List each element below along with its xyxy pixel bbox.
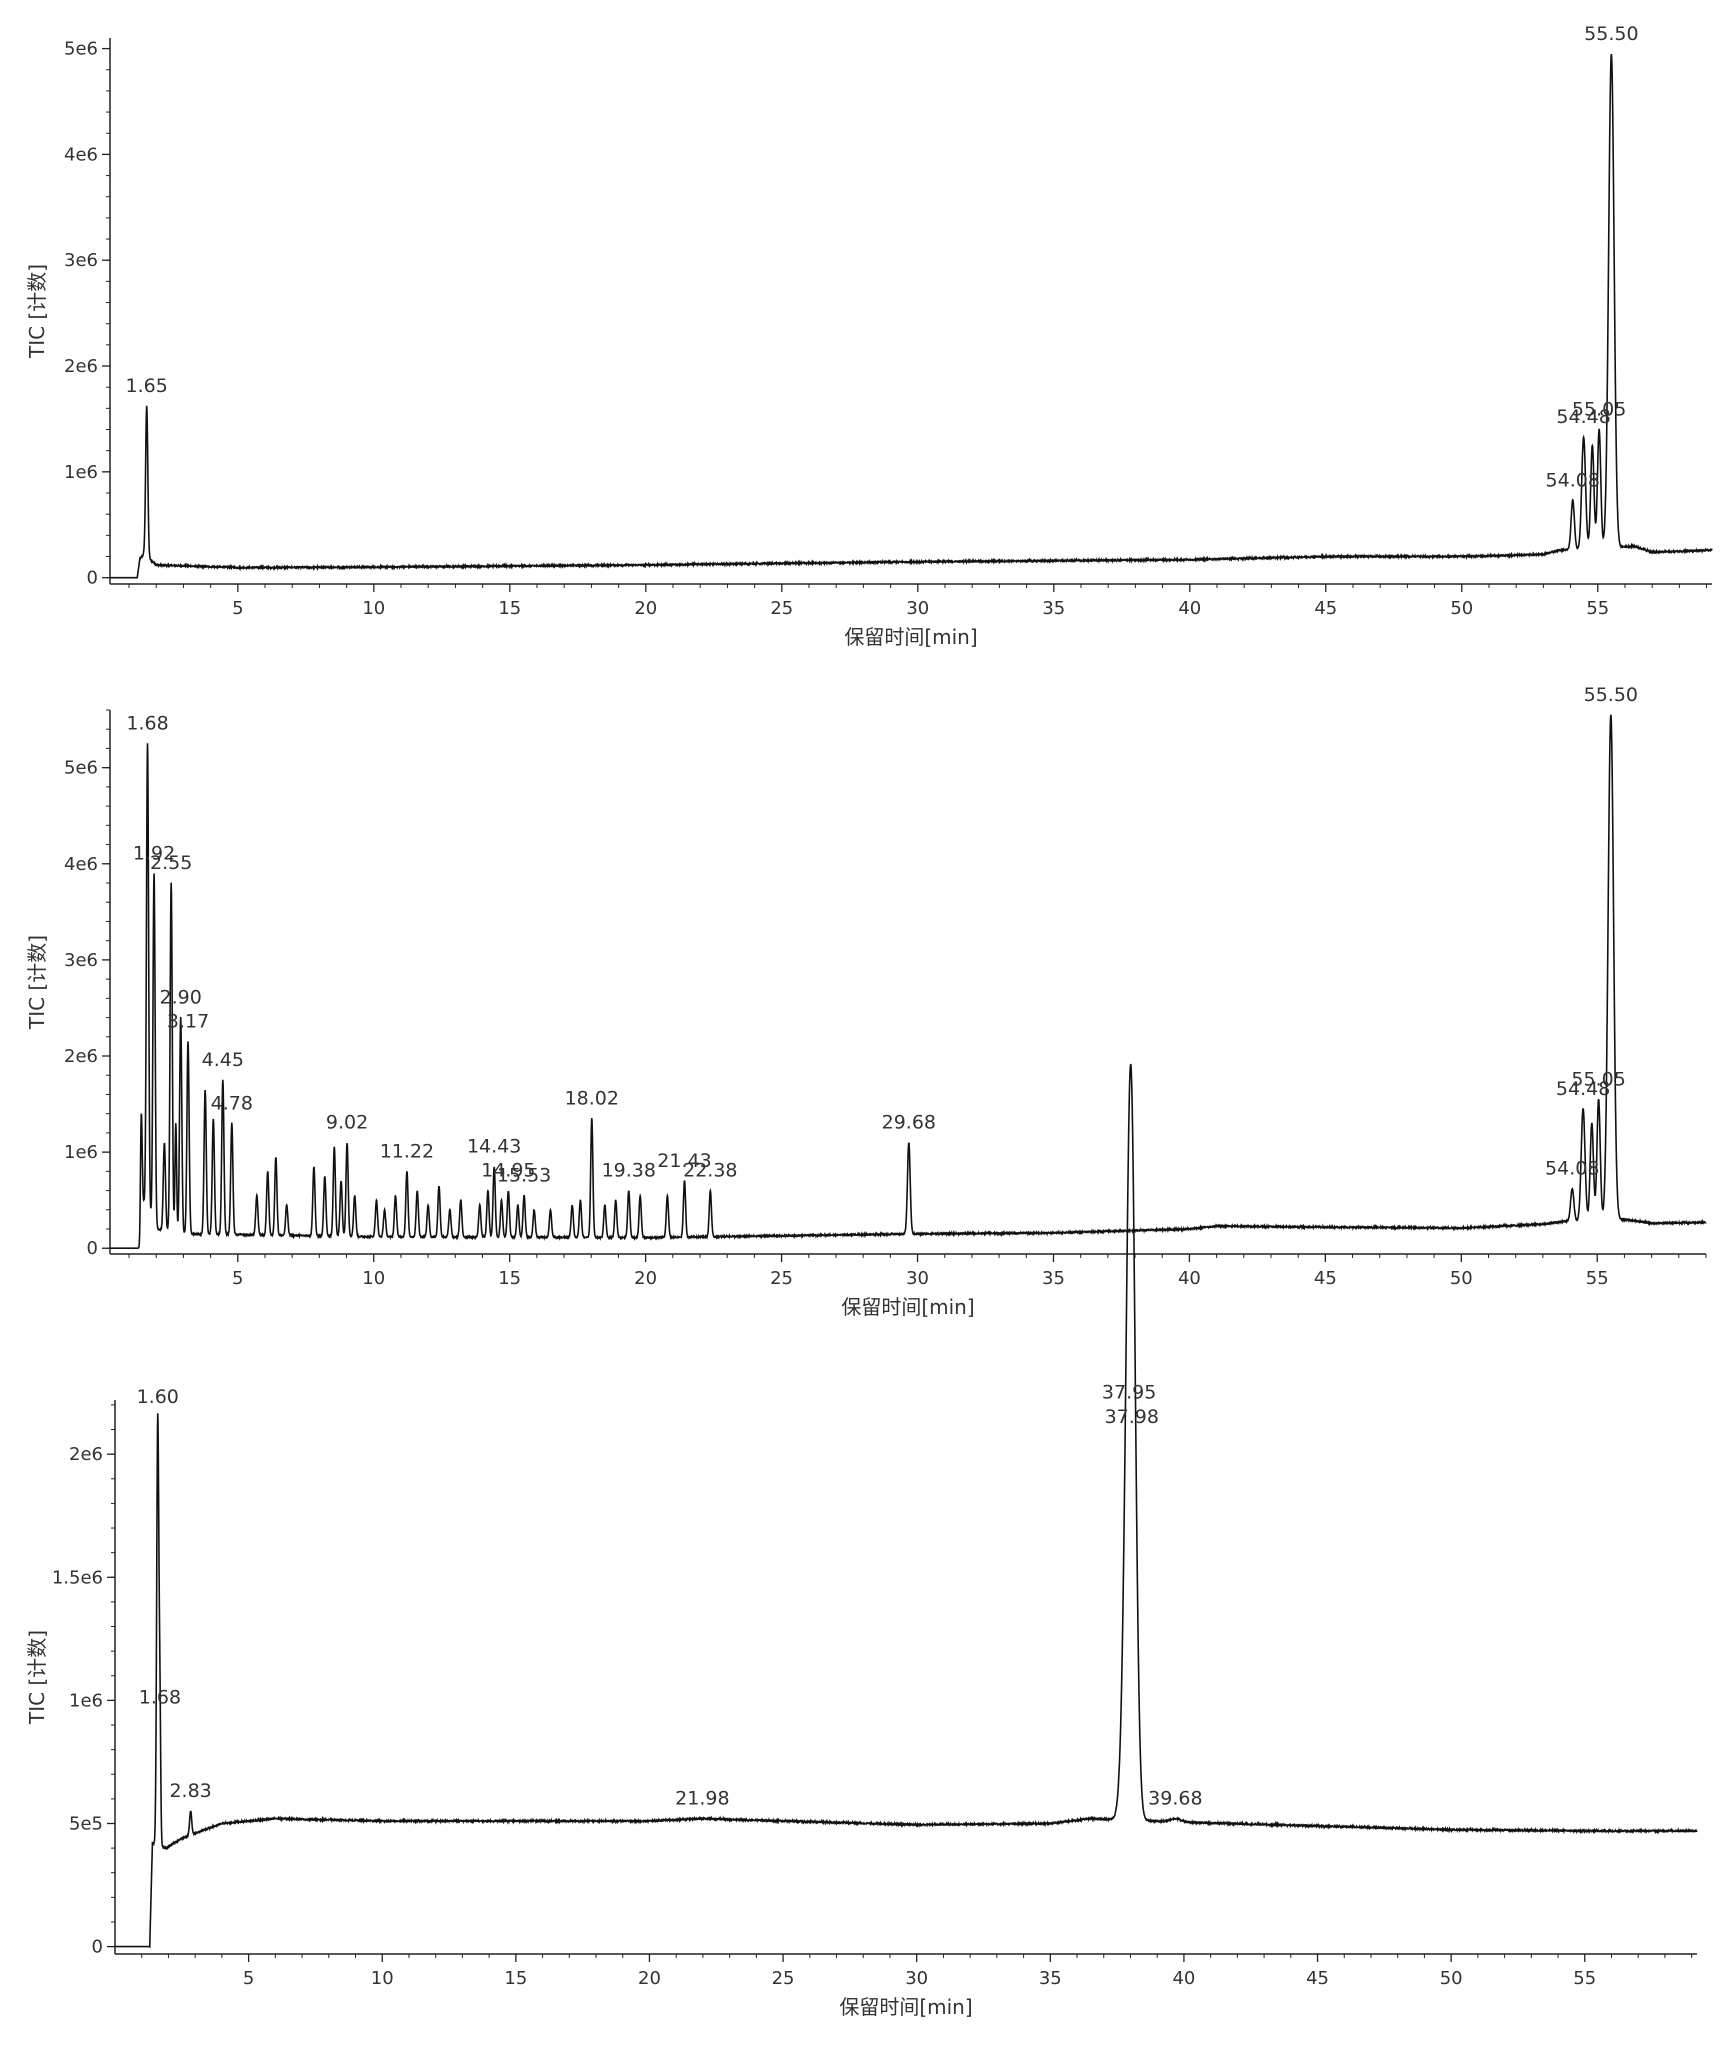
x-tick-label: 35 <box>1042 598 1065 619</box>
x-tick-label: 35 <box>1039 1968 1062 1989</box>
y-tick-label: 1e6 <box>64 1142 98 1163</box>
peak-label: 19.38 <box>602 1160 656 1182</box>
y-tick-label: 4e6 <box>64 854 98 875</box>
peak-label: 37.98 <box>1105 1406 1159 1428</box>
y-tick-label: 0 <box>87 568 98 589</box>
peak-label: 55.50 <box>1584 23 1638 45</box>
y-axis-title: TIC [计数] <box>25 935 49 1030</box>
x-axis-title: 保留时间[min] <box>844 625 977 649</box>
peak-label: 1.65 <box>126 375 168 397</box>
chromatogram-panel-3: 5 10 15 20 25 30 35 40 45 50 5505e51e61.5e62e6保留时间… <box>25 1063 1698 2019</box>
peak-label: 2.55 <box>150 852 192 874</box>
x-tick-label: 15 <box>498 598 521 619</box>
peak-label: 11.22 <box>380 1140 434 1162</box>
peak-label: 1.68 <box>139 1687 181 1709</box>
x-tick-label: 55 <box>1573 1968 1596 1989</box>
peak-label: 9.02 <box>326 1112 368 1134</box>
x-tick-label: 10 <box>371 1968 394 1989</box>
x-tick-label: 40 <box>1178 1268 1201 1289</box>
peak-label: 21.43 <box>657 1150 711 1172</box>
peak-label: 54.48 <box>1556 406 1610 428</box>
peak-label: 18.02 <box>565 1087 619 1109</box>
y-tick-label: 2e6 <box>64 1046 98 1067</box>
chromatogram-panel-2: 5 10 15 20 25 30 35 40 45 50 55 0 1e6 2e6 3e6 4e6 5e6 保留时… <box>25 684 1707 1319</box>
tic-trace-line <box>115 1063 1698 1949</box>
peak-label: 21.98 <box>675 1788 729 1810</box>
tic-trace-line <box>110 54 1713 579</box>
y-tick-label: 2e6 <box>64 356 98 377</box>
y-axis-title: TIC [计数] <box>25 1630 49 1725</box>
x-tick-label: 5 <box>243 1968 254 1989</box>
y-tick-label: 3e6 <box>64 250 98 271</box>
y-tick-label: 5e6 <box>64 39 98 60</box>
peak-label: 1.60 <box>137 1386 179 1408</box>
x-tick-label: 10 <box>362 598 385 619</box>
peak-label: 2.83 <box>169 1780 211 1802</box>
x-tick-label: 30 <box>905 1968 928 1989</box>
x-tick-label: 50 <box>1450 1268 1473 1289</box>
x-tick-label: 35 <box>1042 1268 1065 1289</box>
peak-label: 39.68 <box>1148 1788 1202 1810</box>
x-tick-label: 25 <box>770 1268 793 1289</box>
x-tick-label: 5 <box>232 598 243 619</box>
peak-label: 15.53 <box>497 1164 551 1186</box>
y-axis-title: TIC [计数] <box>25 264 49 359</box>
peak-label: 14.95 <box>481 1160 535 1182</box>
y-tick-label: 1.5e6 <box>52 1567 103 1588</box>
peak-label: 55.05 <box>1571 1068 1625 1090</box>
peak-label: 54.08 <box>1546 469 1600 491</box>
x-axis-title: 保留时间[min] <box>841 1295 974 1319</box>
y-tick-label: 1e6 <box>64 462 98 483</box>
peak-label: 14.43 <box>467 1136 521 1158</box>
peak-label: 55.05 <box>1572 399 1626 421</box>
x-tick-label: 15 <box>504 1968 527 1989</box>
y-tick-label: 1e6 <box>69 1690 103 1711</box>
y-tick-label: 3e6 <box>64 950 98 971</box>
y-tick-label: 5e6 <box>64 758 98 779</box>
x-tick-label: 45 <box>1314 1268 1337 1289</box>
y-tick-label: 4e6 <box>64 144 98 165</box>
x-tick-label: 55 <box>1586 598 1609 619</box>
tic-trace-line <box>110 714 1707 1250</box>
x-tick-label: 5 <box>232 1268 243 1289</box>
x-tick-label: 30 <box>906 598 929 619</box>
x-tick-label: 40 <box>1172 1968 1195 1989</box>
x-tick-label: 50 <box>1450 598 1473 619</box>
peak-label: 4.78 <box>211 1092 253 1114</box>
x-tick-label: 20 <box>634 1268 657 1289</box>
x-tick-label: 20 <box>634 598 657 619</box>
x-tick-label: 10 <box>362 1268 385 1289</box>
y-tick-label: 2e6 <box>69 1444 103 1465</box>
peak-label: 4.45 <box>202 1049 244 1071</box>
peak-label: 1.68 <box>126 713 168 735</box>
peak-label: 55.50 <box>1584 684 1638 706</box>
x-tick-label: 25 <box>770 598 793 619</box>
x-tick-label: 50 <box>1440 1968 1463 1989</box>
x-tick-label: 20 <box>638 1968 661 1989</box>
peak-label: 1.92 <box>133 842 175 864</box>
peak-label: 3.17 <box>167 1011 209 1033</box>
x-tick-label: 45 <box>1306 1968 1329 1989</box>
y-tick-label: 0 <box>87 1238 98 1259</box>
peak-label: 54.08 <box>1545 1158 1599 1180</box>
peak-label: 22.38 <box>683 1160 737 1182</box>
peak-label: 29.68 <box>882 1112 936 1134</box>
peak-label: 2.90 <box>160 987 202 1009</box>
x-tick-label: 30 <box>906 1268 929 1289</box>
x-tick-label: 25 <box>772 1968 795 1989</box>
x-tick-label: 15 <box>498 1268 521 1289</box>
x-tick-label: 45 <box>1314 598 1337 619</box>
y-tick-label: 5e5 <box>69 1814 103 1835</box>
x-tick-label: 40 <box>1178 598 1201 619</box>
y-tick-label: 0 <box>92 1937 103 1958</box>
peak-label: 37.95 <box>1102 1381 1156 1403</box>
peak-label: 54.48 <box>1556 1078 1610 1100</box>
chromatogram-panel-1: 5 10 15 20 25 30 35 40 45 50 55 0 1e6 2e6 3e6 4e6 5e6 保留时… <box>25 23 1713 649</box>
x-tick-label: 55 <box>1586 1268 1609 1289</box>
x-axis-title: 保留时间[min] <box>839 1995 972 2019</box>
